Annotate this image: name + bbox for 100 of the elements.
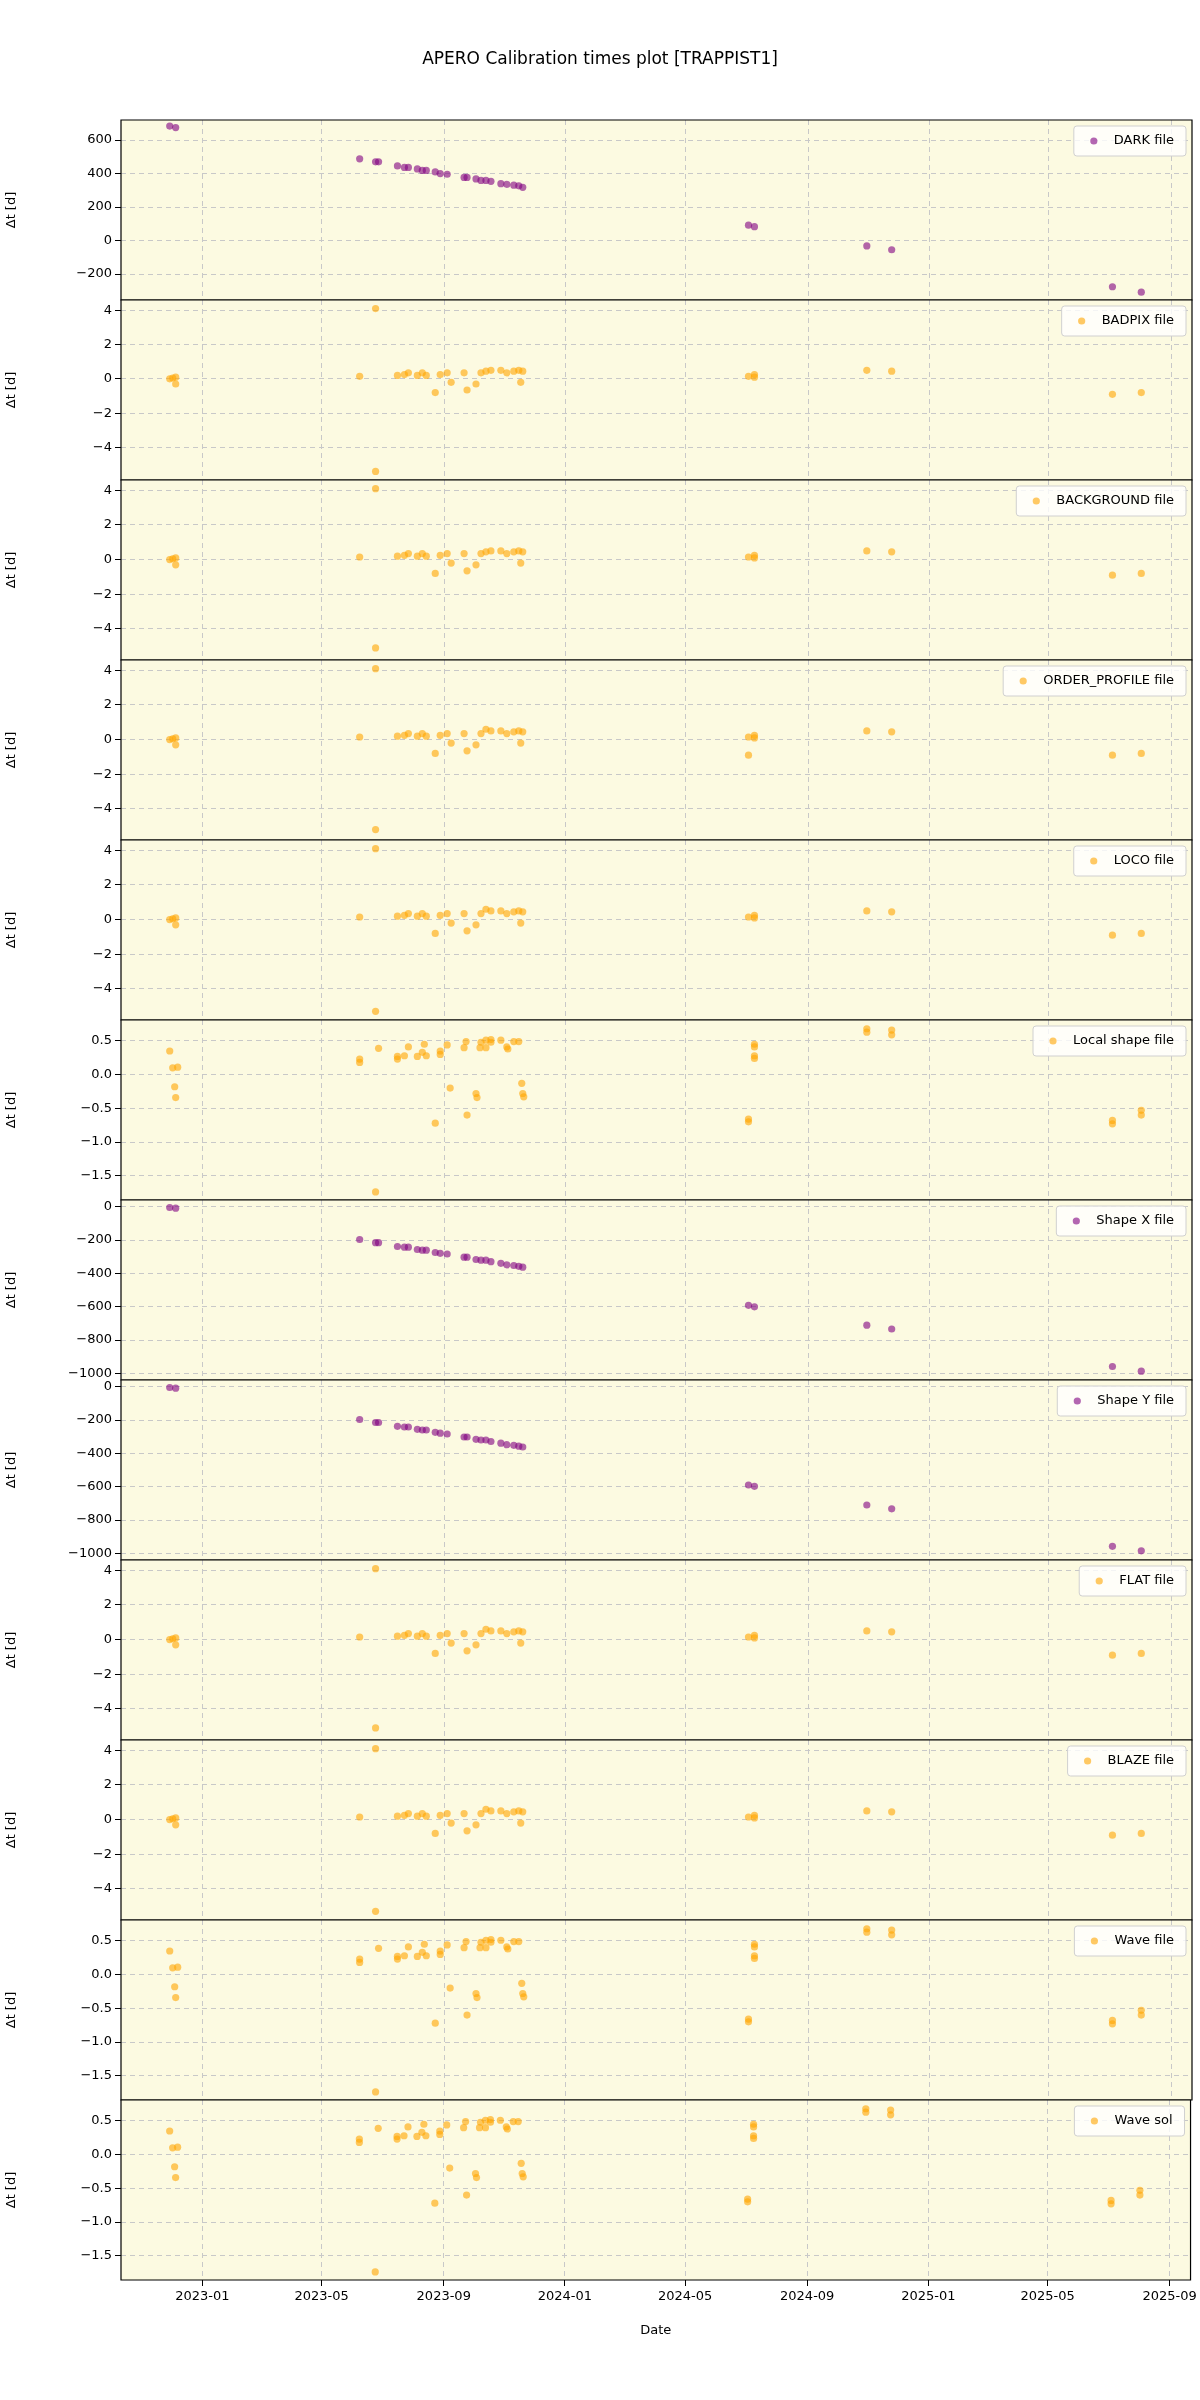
point [888,246,896,254]
point [371,826,380,834]
point [446,1084,454,1092]
chart-title: APERO Calibration times plot [TRAPPIST1] [421,48,779,68]
legend-label: BADPIX file [1101,312,1175,328]
point [503,729,511,738]
point [744,1301,753,1309]
point [472,1641,480,1649]
point [515,1037,523,1046]
point [404,549,412,558]
point [472,2173,481,2182]
point [472,561,480,569]
y-axis-title: Δt [d] [3,1271,19,1309]
point [1108,390,1117,398]
point [413,371,421,380]
point [436,1429,444,1437]
point [447,1819,455,1827]
point [422,1952,430,1960]
point [172,123,180,132]
y-tick-label: −4 [92,438,112,454]
point [1108,1651,1117,1659]
point [497,907,505,915]
point [446,2164,454,2172]
y-axis-title: Δt [d] [3,551,19,589]
point [863,1807,871,1815]
point [374,1944,383,1952]
point [1137,388,1145,397]
y-axis-title: Δt [d] [3,1091,19,1129]
point [473,1993,481,2002]
point [863,1321,871,1329]
point [443,1430,451,1438]
point [443,909,451,918]
y-tick-label: 2 [103,696,112,712]
point [519,728,527,736]
point [356,553,364,561]
point [744,1481,753,1489]
y-tick-label: −4 [92,620,112,636]
point [519,908,527,916]
y-tick-label: 0.5 [91,1032,112,1048]
point [413,1052,421,1060]
point [519,548,527,556]
point [356,1958,364,1967]
point [888,908,896,916]
point [462,2191,471,2199]
x-tick-label: 2025-09 [1142,2288,1197,2304]
legend-label: FLAT file [1119,1572,1175,1588]
point [371,845,380,853]
y-tick-label: −1000 [68,1544,112,1560]
point [446,1984,454,1992]
point [172,1641,180,1649]
point [472,1821,480,1829]
point [460,549,468,558]
point [171,1083,179,1091]
point [514,2117,522,2126]
point [519,1628,527,1636]
point [172,1093,180,1102]
point [436,551,444,559]
y-tick-label: −800 [76,1331,112,1347]
point [477,1629,485,1638]
point [487,727,495,735]
point [447,1639,455,1647]
point [517,739,525,747]
y-tick-label: 400 [87,164,112,180]
point [497,1936,505,1944]
point [393,1632,402,1640]
point [750,1482,759,1490]
point [487,1437,495,1446]
y-tick-label: 4 [103,301,112,317]
y-tick-label: −2 [92,585,112,601]
point [171,2163,179,2171]
point [371,485,380,493]
point [443,1250,451,1258]
y-tick-label: −200 [76,1231,112,1247]
y-tick-label: 0 [103,910,112,926]
point [431,1829,439,1838]
point [356,1813,364,1821]
point [863,1627,871,1635]
point [460,1944,468,1952]
legend-label: DARK file [1113,132,1175,148]
point [393,162,402,170]
point [517,378,525,386]
point [172,1821,180,1829]
point [174,1963,182,1971]
point [462,2117,470,2126]
point [744,372,753,380]
y-tick-label: −0.5 [80,1099,112,1115]
point [1107,2200,1115,2208]
point [497,1259,505,1267]
y-axis-title: Δt [d] [3,2171,19,2209]
point [477,909,485,918]
point [393,371,402,380]
y-tick-label: −2 [92,404,112,420]
point [404,729,412,738]
point [404,1943,412,1951]
point [420,1040,428,1048]
y-tick-label: 2 [103,1596,112,1612]
point [503,909,511,918]
y-tick-label: 4 [103,481,112,497]
y-axis-title: Δt [d] [3,1811,19,1849]
point [487,177,495,185]
